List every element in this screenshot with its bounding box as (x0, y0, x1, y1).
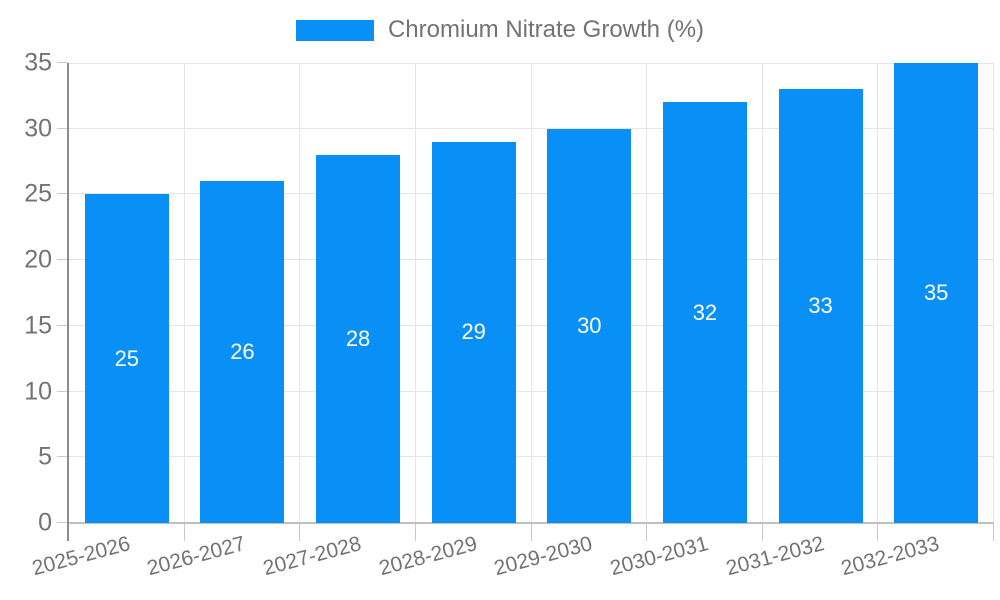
y-axis-line (67, 63, 69, 541)
x-axis-baseline (69, 522, 994, 524)
x-tick (183, 523, 185, 541)
gridline-h (69, 390, 994, 392)
bar-value-label: 30 (577, 312, 602, 338)
gridline-h (69, 127, 994, 129)
bar-value-label: 26 (230, 339, 255, 365)
gridline-h (69, 259, 994, 261)
bar[interactable] (200, 181, 285, 523)
y-tick (57, 259, 68, 261)
gridline-v (183, 63, 185, 523)
x-axis-label: 2028-2029 (376, 532, 480, 581)
y-tick (57, 456, 68, 458)
bar-value-label: 29 (461, 319, 486, 345)
x-tick (530, 523, 532, 541)
legend-swatch (295, 19, 374, 41)
bar[interactable] (778, 89, 863, 523)
plot-area: 25 26 28 29 30 32 33 35 (69, 63, 994, 524)
x-axis-label: 2030-2031 (607, 532, 711, 581)
x-axis-label: 2032-2033 (838, 532, 942, 581)
gridline-v (414, 63, 416, 523)
y-axis-label: 15 (24, 311, 52, 340)
x-tick (414, 523, 416, 541)
x-tick (646, 523, 648, 541)
x-axis-label: 2026-2027 (145, 532, 249, 581)
y-tick (57, 193, 68, 195)
y-tick (57, 390, 68, 392)
x-axis-label: 2025-2026 (29, 532, 133, 581)
gridline-v (530, 63, 532, 523)
bar[interactable] (894, 63, 979, 523)
gridline-v (299, 63, 301, 523)
bar[interactable] (431, 141, 516, 523)
gridline-v (877, 63, 879, 523)
x-axis-label: 2029-2030 (492, 532, 596, 581)
bar[interactable] (662, 102, 747, 523)
legend-item[interactable]: Chromium Nitrate Growth (%) (0, 16, 1000, 43)
bar-value-label: 35 (923, 280, 949, 305)
legend-label: Chromium Nitrate Growth (%) (387, 16, 705, 43)
bar-value-label: 28 (345, 326, 371, 351)
x-tick (299, 523, 301, 541)
gridline-h (69, 324, 994, 326)
y-axis-label: 5 (38, 442, 52, 471)
gridline-h (69, 193, 994, 195)
bar[interactable] (84, 194, 169, 523)
x-tick (993, 523, 994, 541)
y-axis-label: 30 (24, 114, 52, 143)
y-tick (57, 62, 68, 63)
x-tick (761, 523, 763, 541)
bar-value-label: 25 (114, 345, 140, 371)
x-axis-label: 2031-2032 (723, 532, 827, 581)
y-tick (57, 522, 68, 523)
x-axis-label: 2027-2028 (260, 532, 364, 581)
y-axis-label: 35 (24, 48, 52, 77)
y-axis-label: 20 (24, 245, 52, 274)
y-axis-label: 10 (24, 377, 52, 406)
gridline-v (646, 63, 648, 523)
gridline-h (69, 456, 994, 458)
y-tick (57, 324, 68, 326)
y-axis-label: 0 (38, 508, 52, 537)
y-axis-label: 25 (24, 179, 52, 208)
bar-value-label: 33 (808, 293, 833, 319)
bar[interactable] (316, 155, 401, 523)
gridline-h (69, 63, 994, 64)
gridline-v (761, 63, 763, 523)
gridline-v (993, 63, 994, 523)
y-tick (57, 127, 68, 129)
x-tick (877, 523, 879, 541)
bar[interactable] (547, 128, 632, 523)
bar-value-label: 32 (692, 299, 718, 325)
